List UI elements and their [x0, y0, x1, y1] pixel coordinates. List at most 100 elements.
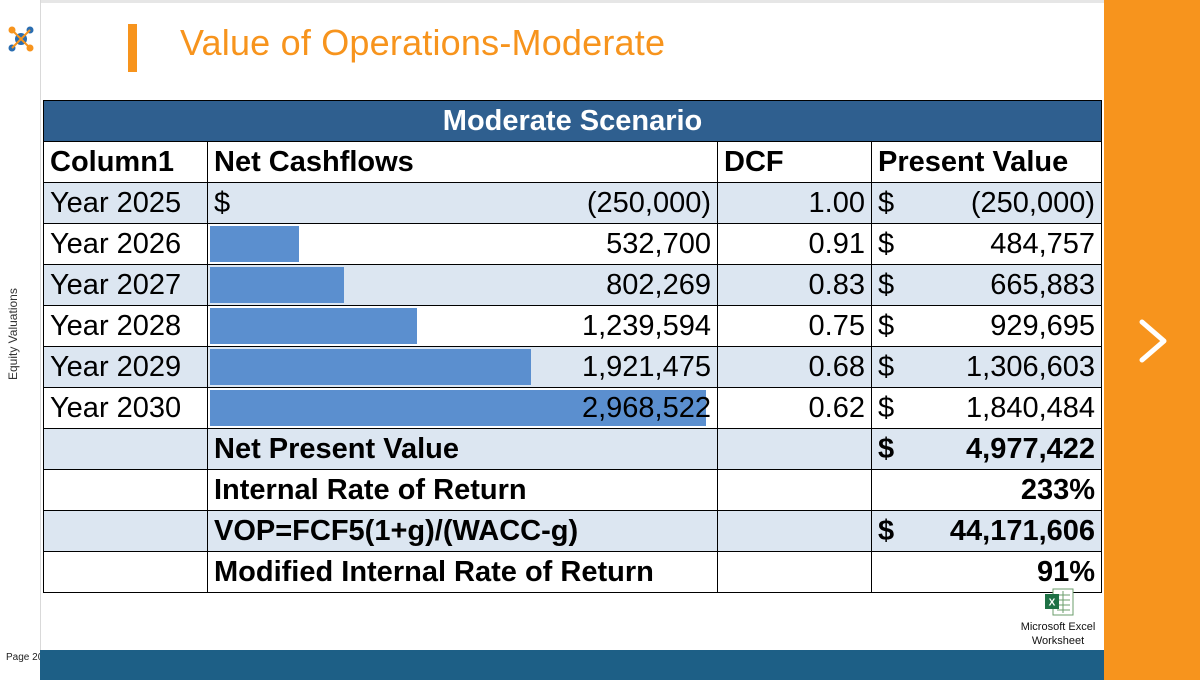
present-value-cell: $484,757: [870, 223, 1103, 265]
cashflow-data-bar: [210, 226, 299, 262]
svg-text:X: X: [1049, 598, 1056, 609]
currency-symbol: $: [878, 268, 895, 301]
cashflow-data-bar: [210, 390, 706, 426]
header-column1: Column1: [43, 141, 208, 183]
sidebar-section-label: Equity Valuations: [6, 288, 20, 380]
header-dcf: DCF: [717, 141, 872, 183]
net-cashflow-cell: $ (250,000): [207, 182, 718, 224]
dcf-cell: 0.62: [717, 387, 872, 429]
footer-bar: [40, 650, 1104, 680]
row-label: Year 2027: [43, 264, 208, 306]
summary-value: 233%: [1020, 473, 1096, 506]
cashflow-value: (250,000): [586, 186, 711, 219]
currency-symbol: $: [878, 514, 895, 547]
summary-value: 44,171,606: [949, 514, 1096, 547]
cashflow-data-bar: [210, 267, 345, 303]
currency-symbol: $: [878, 186, 895, 219]
empty-cell: [717, 428, 872, 470]
empty-cell: [717, 551, 872, 593]
embedded-excel-label[interactable]: Microsoft Excel Worksheet: [1020, 621, 1096, 647]
present-value: 929,695: [990, 309, 1096, 342]
summary-value-cell: 233%: [870, 469, 1103, 511]
dcf-cell: 1.00: [717, 182, 872, 224]
row-label: Year 2028: [43, 305, 208, 347]
row-label: Year 2030: [43, 387, 208, 429]
table-row: Year 2027 802,269 0.83 $665,883: [43, 264, 1103, 306]
currency-symbol: $: [878, 350, 895, 383]
title-accent-bar: [128, 24, 137, 72]
next-panel[interactable]: [1104, 0, 1200, 680]
currency-symbol: $: [878, 391, 895, 424]
table-row: Year 2030 2,968,522 0.62 $1,840,484: [43, 387, 1103, 429]
present-value-cell: $929,695: [870, 305, 1103, 347]
currency-symbol: $: [878, 227, 895, 260]
empty-cell: [43, 469, 208, 511]
currency-symbol: $: [214, 186, 231, 219]
net-cashflow-cell: 1,239,594: [207, 305, 718, 347]
net-cashflow-cell: 532,700: [207, 223, 718, 265]
summary-value-cell: $4,977,422: [870, 428, 1103, 470]
present-value: 1,306,603: [966, 350, 1096, 383]
table-header-row: Column1 Net Cashflows DCF Present Value: [43, 141, 1103, 183]
dcf-cell: 0.83: [717, 264, 872, 306]
empty-cell: [717, 469, 872, 511]
cashflow-value: 802,269: [606, 268, 711, 301]
empty-cell: [43, 551, 208, 593]
summary-value-cell: 91%: [870, 551, 1103, 593]
present-value-cell: $1,840,484: [870, 387, 1103, 429]
empty-cell: [43, 428, 208, 470]
header-present-value: Present Value: [870, 141, 1103, 183]
summary-row: Modified Internal Rate of Return 91%: [43, 551, 1103, 593]
table-banner: Moderate Scenario: [42, 100, 1103, 142]
net-cashflow-cell: 1,921,475: [207, 346, 718, 388]
table-row: Year 2029 1,921,475 0.68 $1,306,603: [43, 346, 1103, 388]
table-row: Year 2025 $ (250,000) 1.00 $ (250,000): [43, 182, 1103, 224]
net-cashflow-cell: 802,269: [207, 264, 718, 306]
present-value: 665,883: [990, 268, 1096, 301]
left-rail: Equity Valuations Page 20: [0, 0, 44, 680]
slide-title: Value of Operations-Moderate: [180, 22, 666, 63]
row-label: Year 2026: [43, 223, 208, 265]
cashflow-value: 1,239,594: [581, 309, 711, 342]
summary-row: Internal Rate of Return 233%: [43, 469, 1103, 511]
net-cashflow-cell: 2,968,522: [207, 387, 718, 429]
dcf-cell: 0.91: [717, 223, 872, 265]
summary-value: 91%: [1037, 555, 1096, 588]
present-value: 484,757: [990, 227, 1096, 260]
summary-value: 4,977,422: [966, 432, 1096, 465]
cashflow-value: 532,700: [606, 227, 711, 260]
header-net-cashflows: Net Cashflows: [207, 141, 718, 183]
cashflow-value: 2,968,522: [581, 391, 711, 424]
summary-label: VOP=FCF5(1+g)/(WACC-g): [207, 510, 718, 552]
currency-symbol: $: [878, 432, 895, 465]
summary-value-cell: $44,171,606: [870, 510, 1103, 552]
summary-label: Internal Rate of Return: [207, 469, 718, 511]
excel-icon[interactable]: X: [1044, 588, 1074, 616]
table-row: Year 2028 1,239,594 0.75 $929,695: [43, 305, 1103, 347]
page-number: Page 20: [6, 652, 44, 663]
table-row: Year 2026 532,700 0.91 $484,757: [43, 223, 1103, 265]
row-label: Year 2025: [43, 182, 208, 224]
summary-row: VOP=FCF5(1+g)/(WACC-g) $44,171,606: [43, 510, 1103, 552]
present-value: 1,840,484: [966, 391, 1096, 424]
present-value-cell: $ (250,000): [870, 182, 1103, 224]
cashflow-data-bar: [210, 308, 418, 344]
dcf-cell: 0.68: [717, 346, 872, 388]
summary-label: Net Present Value: [207, 428, 718, 470]
table-banner-row: Moderate Scenario: [42, 100, 1103, 142]
present-value-cell: $665,883: [870, 264, 1103, 306]
currency-symbol: $: [878, 309, 895, 342]
present-value: (250,000): [970, 186, 1096, 219]
summary-row: Net Present Value $4,977,422: [43, 428, 1103, 470]
row-label: Year 2029: [43, 346, 208, 388]
top-divider: [0, 0, 1104, 3]
present-value-cell: $1,306,603: [870, 346, 1103, 388]
cashflow-value: 1,921,475: [581, 350, 711, 383]
chevron-right-icon[interactable]: [1132, 318, 1172, 364]
summary-label: Modified Internal Rate of Return: [207, 551, 718, 593]
cashflow-data-bar: [210, 349, 532, 385]
empty-cell: [717, 510, 872, 552]
dcf-cell: 0.75: [717, 305, 872, 347]
empty-cell: [43, 510, 208, 552]
company-logo-icon: [8, 26, 34, 52]
